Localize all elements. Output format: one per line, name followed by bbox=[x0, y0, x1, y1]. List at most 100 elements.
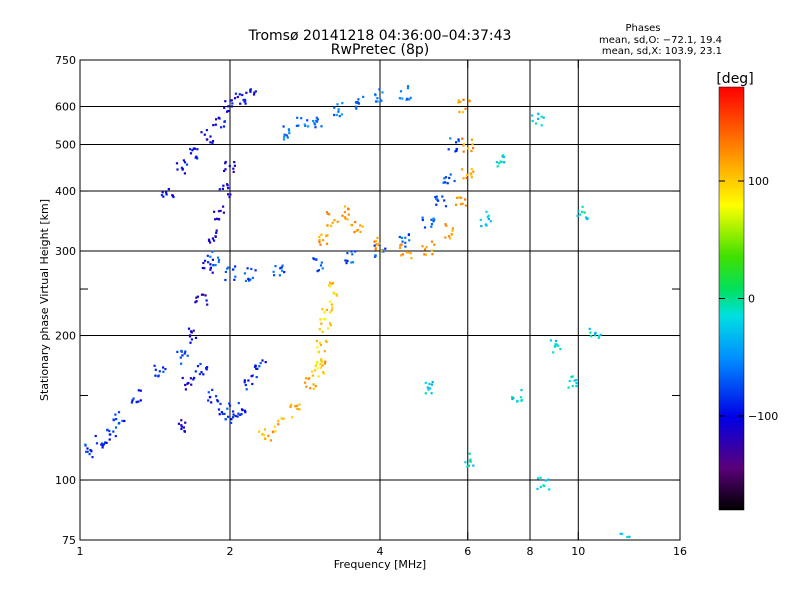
data-point bbox=[200, 371, 203, 374]
data-point bbox=[511, 397, 514, 401]
data-point bbox=[222, 125, 226, 128]
data-point bbox=[374, 93, 377, 96]
data-point bbox=[462, 177, 465, 180]
data-point bbox=[305, 385, 308, 388]
data-point bbox=[184, 421, 187, 424]
data-point bbox=[237, 412, 240, 415]
data-point bbox=[199, 362, 202, 366]
data-point bbox=[227, 187, 230, 190]
data-point bbox=[401, 240, 404, 243]
data-point bbox=[557, 344, 560, 347]
data-point bbox=[319, 363, 322, 366]
data-point bbox=[317, 351, 320, 354]
data-point bbox=[540, 124, 543, 127]
data-point bbox=[343, 211, 346, 214]
data-point bbox=[464, 198, 467, 201]
data-point bbox=[375, 240, 378, 243]
data-point bbox=[210, 401, 213, 404]
data-point bbox=[320, 233, 323, 236]
data-point bbox=[319, 343, 322, 346]
data-point bbox=[295, 124, 298, 127]
data-point bbox=[206, 303, 209, 306]
data-point bbox=[321, 267, 324, 270]
data-point bbox=[233, 164, 236, 167]
data-point bbox=[455, 149, 458, 152]
data-point bbox=[224, 270, 227, 273]
data-point bbox=[585, 217, 589, 221]
data-point bbox=[223, 120, 226, 123]
data-point bbox=[283, 135, 286, 139]
data-point bbox=[236, 415, 239, 418]
data-point bbox=[465, 176, 468, 180]
data-point bbox=[272, 270, 275, 273]
data-point bbox=[329, 285, 332, 288]
data-point bbox=[311, 374, 314, 377]
data-point bbox=[181, 168, 184, 171]
data-point bbox=[90, 450, 93, 453]
data-point bbox=[121, 419, 124, 422]
data-point bbox=[333, 219, 336, 222]
data-point bbox=[180, 419, 183, 422]
data-point bbox=[263, 428, 266, 431]
data-point bbox=[423, 226, 427, 229]
data-point bbox=[341, 102, 344, 105]
data-point bbox=[273, 425, 276, 428]
data-point bbox=[346, 252, 349, 255]
data-point bbox=[233, 97, 237, 100]
data-point bbox=[325, 340, 328, 343]
data-point bbox=[444, 236, 447, 239]
data-point bbox=[376, 236, 379, 239]
data-point bbox=[421, 218, 424, 222]
data-point bbox=[321, 308, 324, 311]
data-point bbox=[581, 210, 584, 213]
data-point bbox=[253, 91, 256, 94]
data-point bbox=[106, 428, 109, 431]
data-point bbox=[221, 412, 224, 415]
data-point bbox=[487, 214, 490, 217]
data-point bbox=[182, 426, 185, 429]
data-point bbox=[241, 409, 244, 412]
data-point bbox=[230, 99, 233, 102]
data-point bbox=[115, 418, 118, 421]
data-point bbox=[202, 261, 205, 265]
data-point bbox=[194, 336, 198, 339]
data-point bbox=[464, 461, 467, 464]
data-point bbox=[172, 196, 175, 199]
data-point bbox=[534, 122, 538, 125]
data-point bbox=[105, 441, 108, 444]
data-point bbox=[520, 399, 523, 402]
data-point bbox=[154, 374, 157, 377]
data-point bbox=[350, 261, 353, 264]
data-point bbox=[280, 266, 283, 269]
data-point bbox=[228, 165, 231, 168]
data-point bbox=[263, 434, 266, 437]
data-point bbox=[588, 327, 591, 330]
data-point bbox=[218, 188, 221, 191]
data-point bbox=[575, 382, 578, 385]
data-point bbox=[584, 216, 588, 219]
data-point bbox=[448, 176, 451, 180]
data-point bbox=[196, 157, 199, 160]
data-point bbox=[264, 361, 267, 364]
data-point bbox=[200, 293, 204, 296]
data-point bbox=[320, 359, 323, 363]
data-point bbox=[430, 223, 434, 226]
data-point bbox=[102, 443, 106, 446]
data-point bbox=[112, 430, 115, 433]
y-tick-label: 75 bbox=[62, 534, 76, 547]
data-point bbox=[243, 381, 246, 384]
data-point bbox=[224, 168, 227, 171]
phase-stats-x: mean, sd,X: 103.9, 23.1 bbox=[602, 46, 722, 57]
data-point bbox=[130, 401, 133, 404]
x-tick-label: 16 bbox=[673, 545, 687, 558]
data-point bbox=[379, 98, 382, 101]
data-point bbox=[573, 379, 576, 382]
data-point bbox=[226, 110, 229, 113]
data-point bbox=[376, 244, 379, 247]
data-point bbox=[194, 370, 197, 373]
data-point bbox=[540, 115, 543, 118]
data-point bbox=[331, 221, 334, 224]
data-point bbox=[316, 346, 319, 349]
data-point bbox=[589, 331, 592, 334]
data-point bbox=[400, 236, 403, 239]
